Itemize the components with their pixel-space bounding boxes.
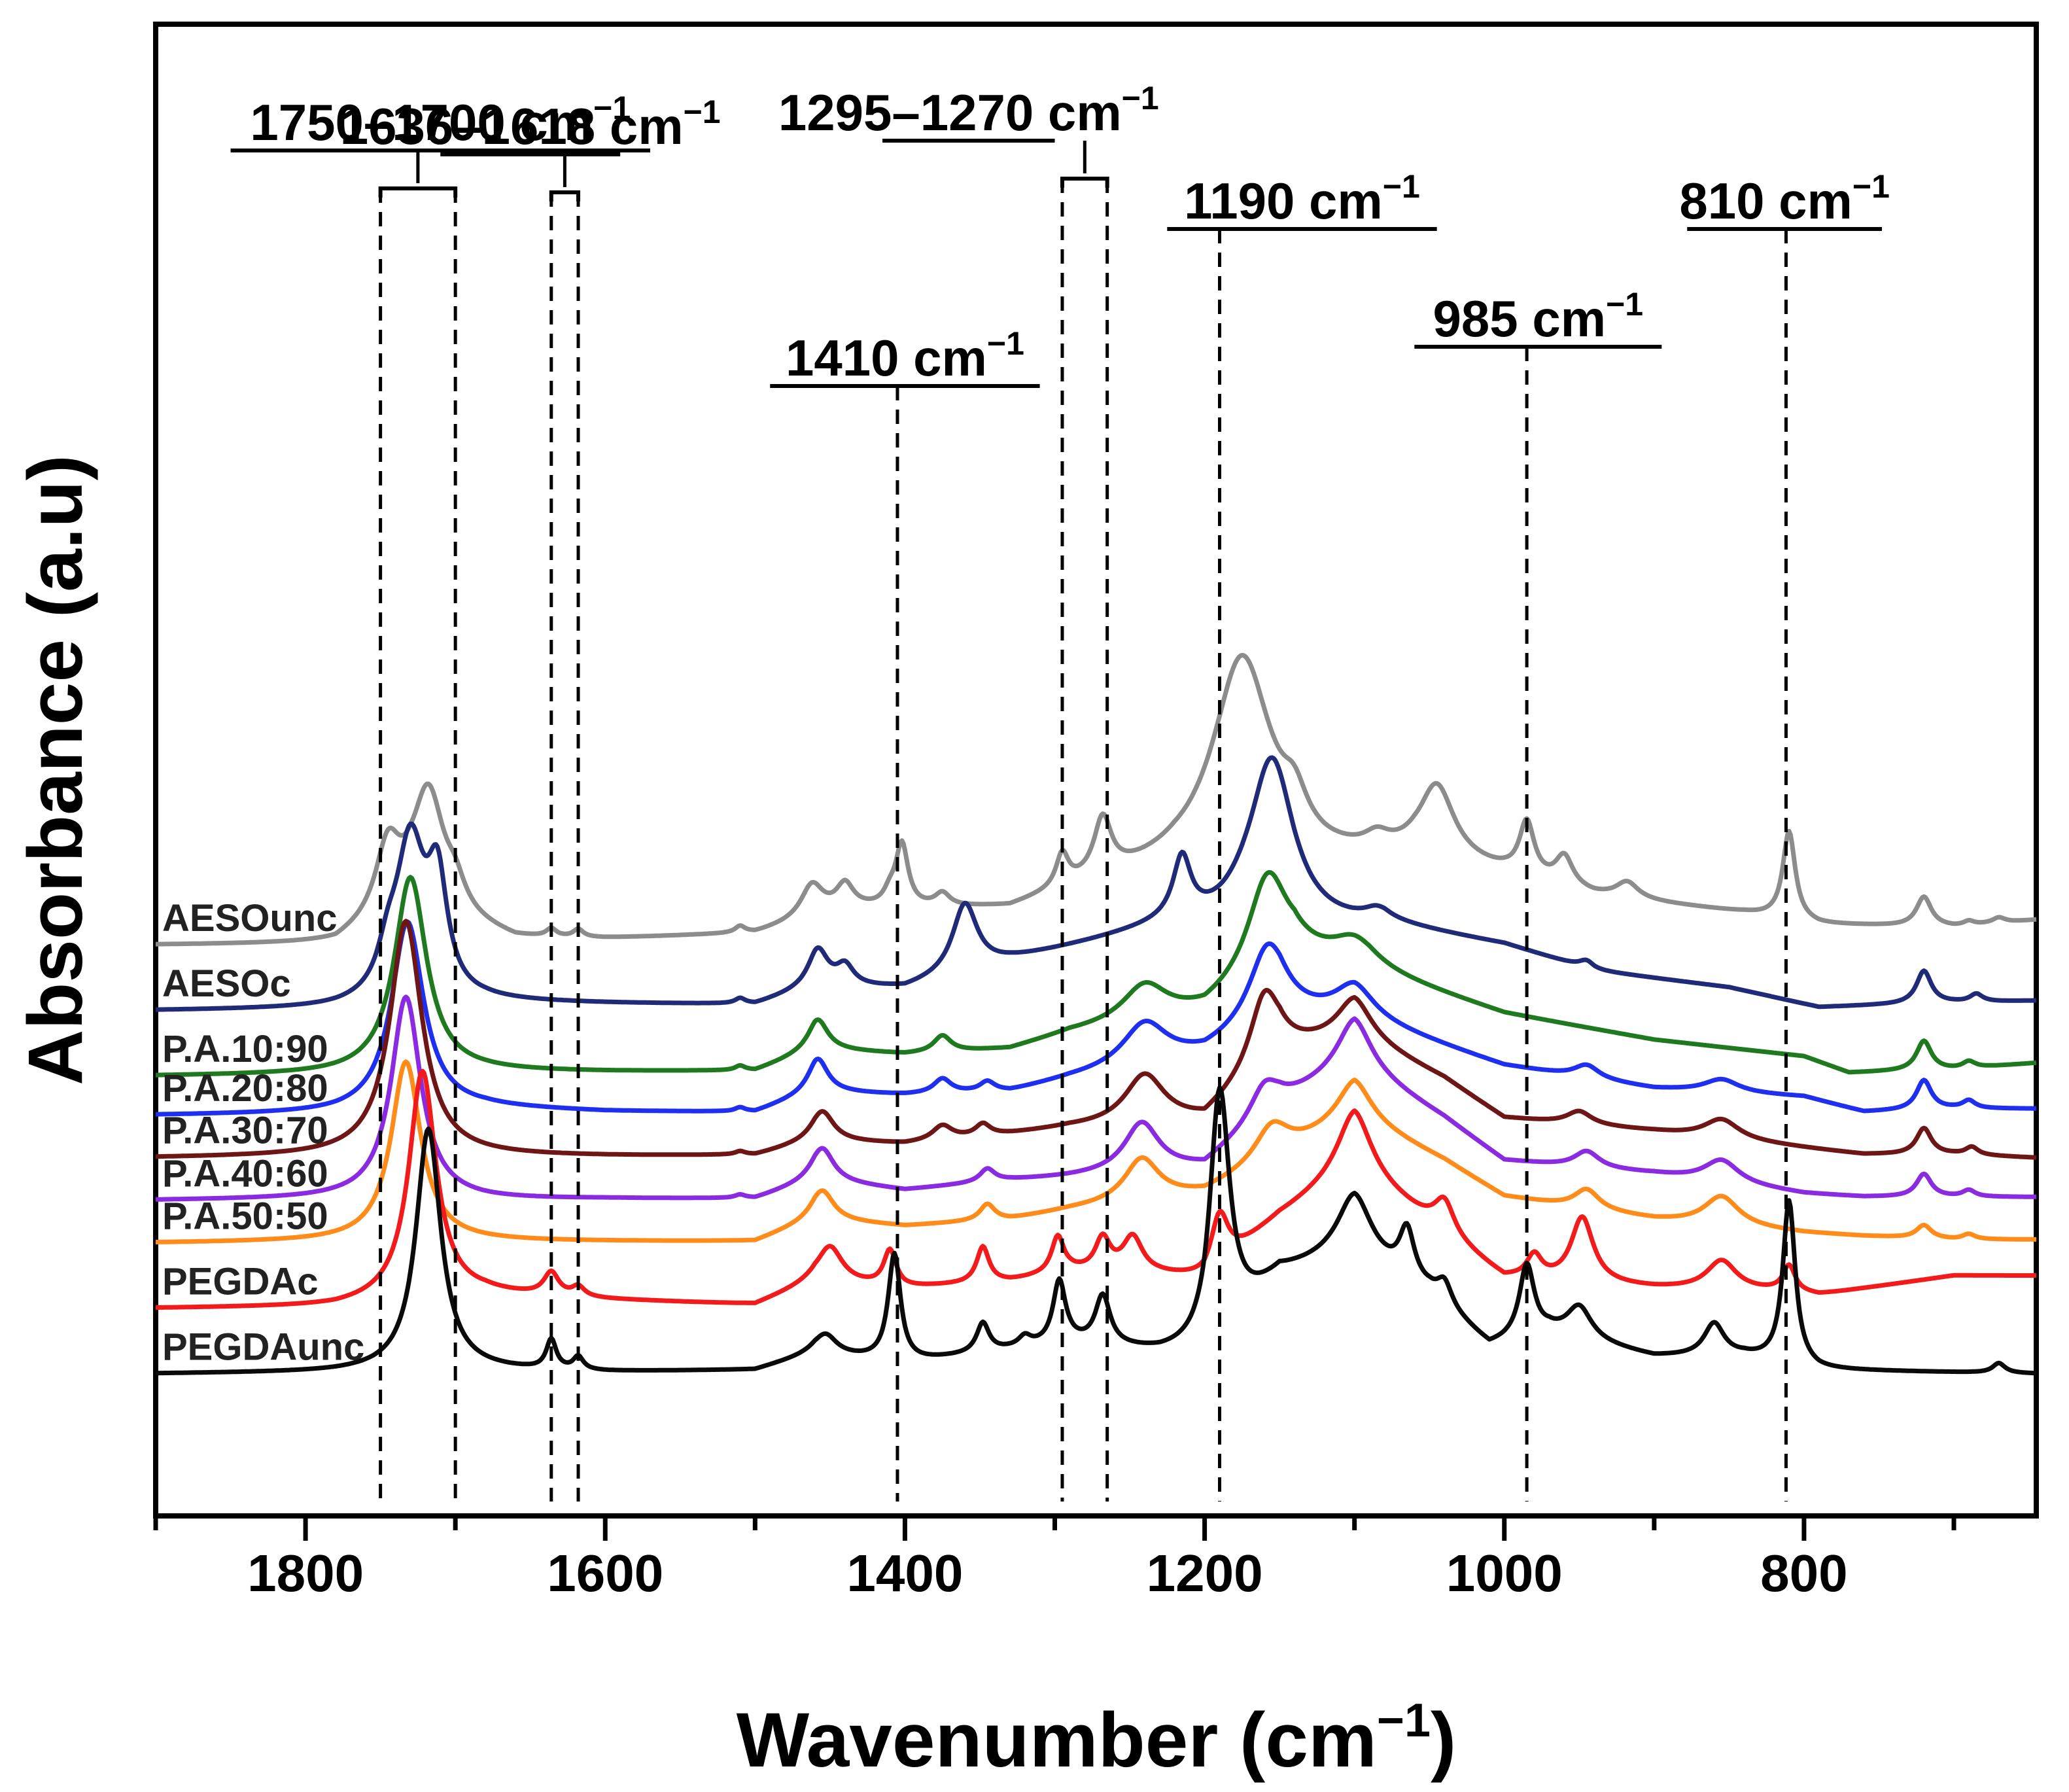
series-label-layer: AESOuncAESOcP.A.10:90P.A.20:80P.A.30:70P… — [162, 897, 364, 1369]
series-layer — [154, 652, 2038, 1376]
annotation-marker: 985 cm−1 — [1414, 286, 1662, 1502]
annotation-marker: 1410 cm−1 — [770, 325, 1040, 1502]
series-line-p-a-10-90 — [154, 870, 2038, 1078]
annotation-label: 1410 cm−1 — [786, 325, 1024, 387]
series-line-p-a-30-70 — [154, 919, 2038, 1160]
series-label-aesoc: AESOc — [162, 962, 291, 1005]
annotation-label: 810 cm−1 — [1679, 168, 1890, 230]
annotation-marker: 1636–1618 cm−1 — [340, 94, 721, 1502]
x-tick-label: 1800 — [247, 1544, 364, 1602]
annotation-marker: 1295–1270 cm−1 — [778, 80, 1159, 1502]
series-label-pegdaunc: PEGDAunc — [162, 1326, 364, 1369]
series-label-pegdac: PEGDAc — [162, 1261, 319, 1303]
x-axis: 1800 1600 1400 1200 1000 800 — [153, 1513, 2036, 1602]
annotation-marker: 1190 cm−1 — [1167, 168, 1437, 1502]
annotation-label: 1295–1270 cm−1 — [778, 80, 1159, 141]
annotation-label: 1750–1700 cm−1 — [250, 90, 631, 151]
annotation-label: 1190 cm−1 — [1184, 168, 1420, 230]
series-line-p-a-40-60 — [154, 994, 2038, 1202]
series-label-aesounc: AESOunc — [162, 897, 338, 940]
x-tick-label: 800 — [1760, 1544, 1847, 1602]
series-line-aesoc — [154, 755, 2038, 1012]
x-tick-label: 1400 — [846, 1544, 963, 1602]
series-label-p-a-50-50: P.A.50:50 — [162, 1195, 328, 1238]
series-label-p-a-10-90: P.A.10:90 — [162, 1028, 328, 1070]
annotation-label: 1636–1618 cm−1 — [340, 94, 721, 155]
x-tick-label: 1600 — [547, 1544, 663, 1602]
series-line-pegdac — [154, 1068, 2038, 1310]
series-line-p-a-50-50 — [154, 1059, 2038, 1244]
annotation-label: 985 cm−1 — [1433, 286, 1644, 347]
series-line-aesounc — [154, 652, 2038, 947]
x-tick-label: 1000 — [1446, 1544, 1563, 1602]
annotation-marker: 810 cm−1 — [1679, 168, 1890, 1502]
series-label-p-a-40-60: P.A.40:60 — [162, 1152, 328, 1195]
x-tick-label: 1200 — [1147, 1544, 1263, 1602]
x-axis-label: Wavenumber (cm−1) — [737, 1695, 1457, 1783]
annotation-marker: 1750–1700 cm−1 — [230, 90, 650, 1502]
series-label-p-a-30-70: P.A.30:70 — [162, 1110, 328, 1152]
series-line-pegdaunc — [154, 1085, 2038, 1376]
series-line-p-a-20-80 — [154, 919, 2038, 1117]
y-axis-label: Absorbance (a.u) — [12, 455, 99, 1085]
series-label-p-a-20-80: P.A.20:80 — [162, 1067, 328, 1110]
